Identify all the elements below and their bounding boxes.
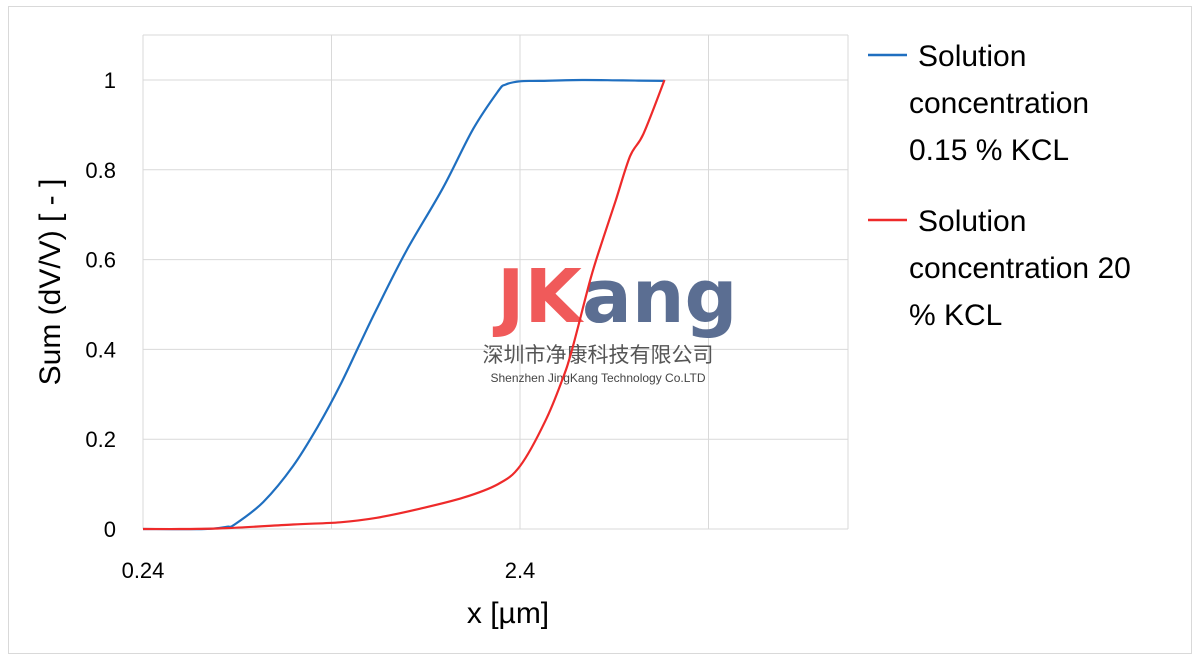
legend-label-line: concentration (909, 87, 1089, 120)
series-layer (142, 78, 666, 531)
x-tick-label: 0.24 (122, 558, 165, 583)
y-tick-label: 0.6 (85, 248, 116, 273)
y-tick-label: 0.2 (85, 427, 116, 452)
legend-label-line: concentration 20 (909, 252, 1131, 285)
y-tick-label: 0.4 (85, 337, 116, 362)
legend-label-line: Solution (918, 205, 1026, 238)
plot-background (143, 35, 848, 529)
legend-label-line: 0.15 % KCL (909, 134, 1069, 167)
x-axis-title: x [µm] (467, 597, 549, 630)
legend-entry-2: Solution concentration 20 % KCL (868, 205, 1131, 332)
watermark: JKang 深圳市净康科技有限公司 Shenzhen JingKang Tech… (483, 254, 738, 385)
watermark-company-en: Shenzhen JingKang Technology Co.LTD (490, 371, 705, 385)
vertical-gridlines (142, 35, 849, 529)
legend: Solution concentration 0.15 % KCL Solution c… (868, 40, 1131, 332)
watermark-logo-ang: ang (582, 254, 738, 340)
y-tick-label: 0.8 (85, 158, 116, 183)
y-tick-label: 1 (104, 68, 116, 93)
series-line-1 (142, 78, 665, 531)
watermark-logo-j: J (492, 254, 525, 340)
svg-text:JKang: JKang (492, 254, 737, 340)
legend-label-line: Solution (918, 40, 1026, 73)
plot-area (142, 34, 849, 530)
x-tick-labels: 0.24 2.4 (122, 558, 536, 583)
watermark-logo-k: K (525, 254, 585, 340)
x-tick-label: 2.4 (505, 558, 536, 583)
series-line-2 (142, 79, 666, 531)
y-tick-labels: 0 0.2 0.4 0.6 0.8 1 (85, 68, 116, 542)
horizontal-gridlines (143, 34, 848, 530)
watermark-company-cn: 深圳市净康科技有限公司 (483, 343, 714, 367)
legend-label-line: % KCL (909, 299, 1002, 332)
y-axis-title: Sum (dV/V) [ - ] (34, 179, 67, 386)
legend-entry-1: Solution concentration 0.15 % KCL (868, 40, 1089, 167)
y-tick-label: 0 (104, 517, 116, 542)
